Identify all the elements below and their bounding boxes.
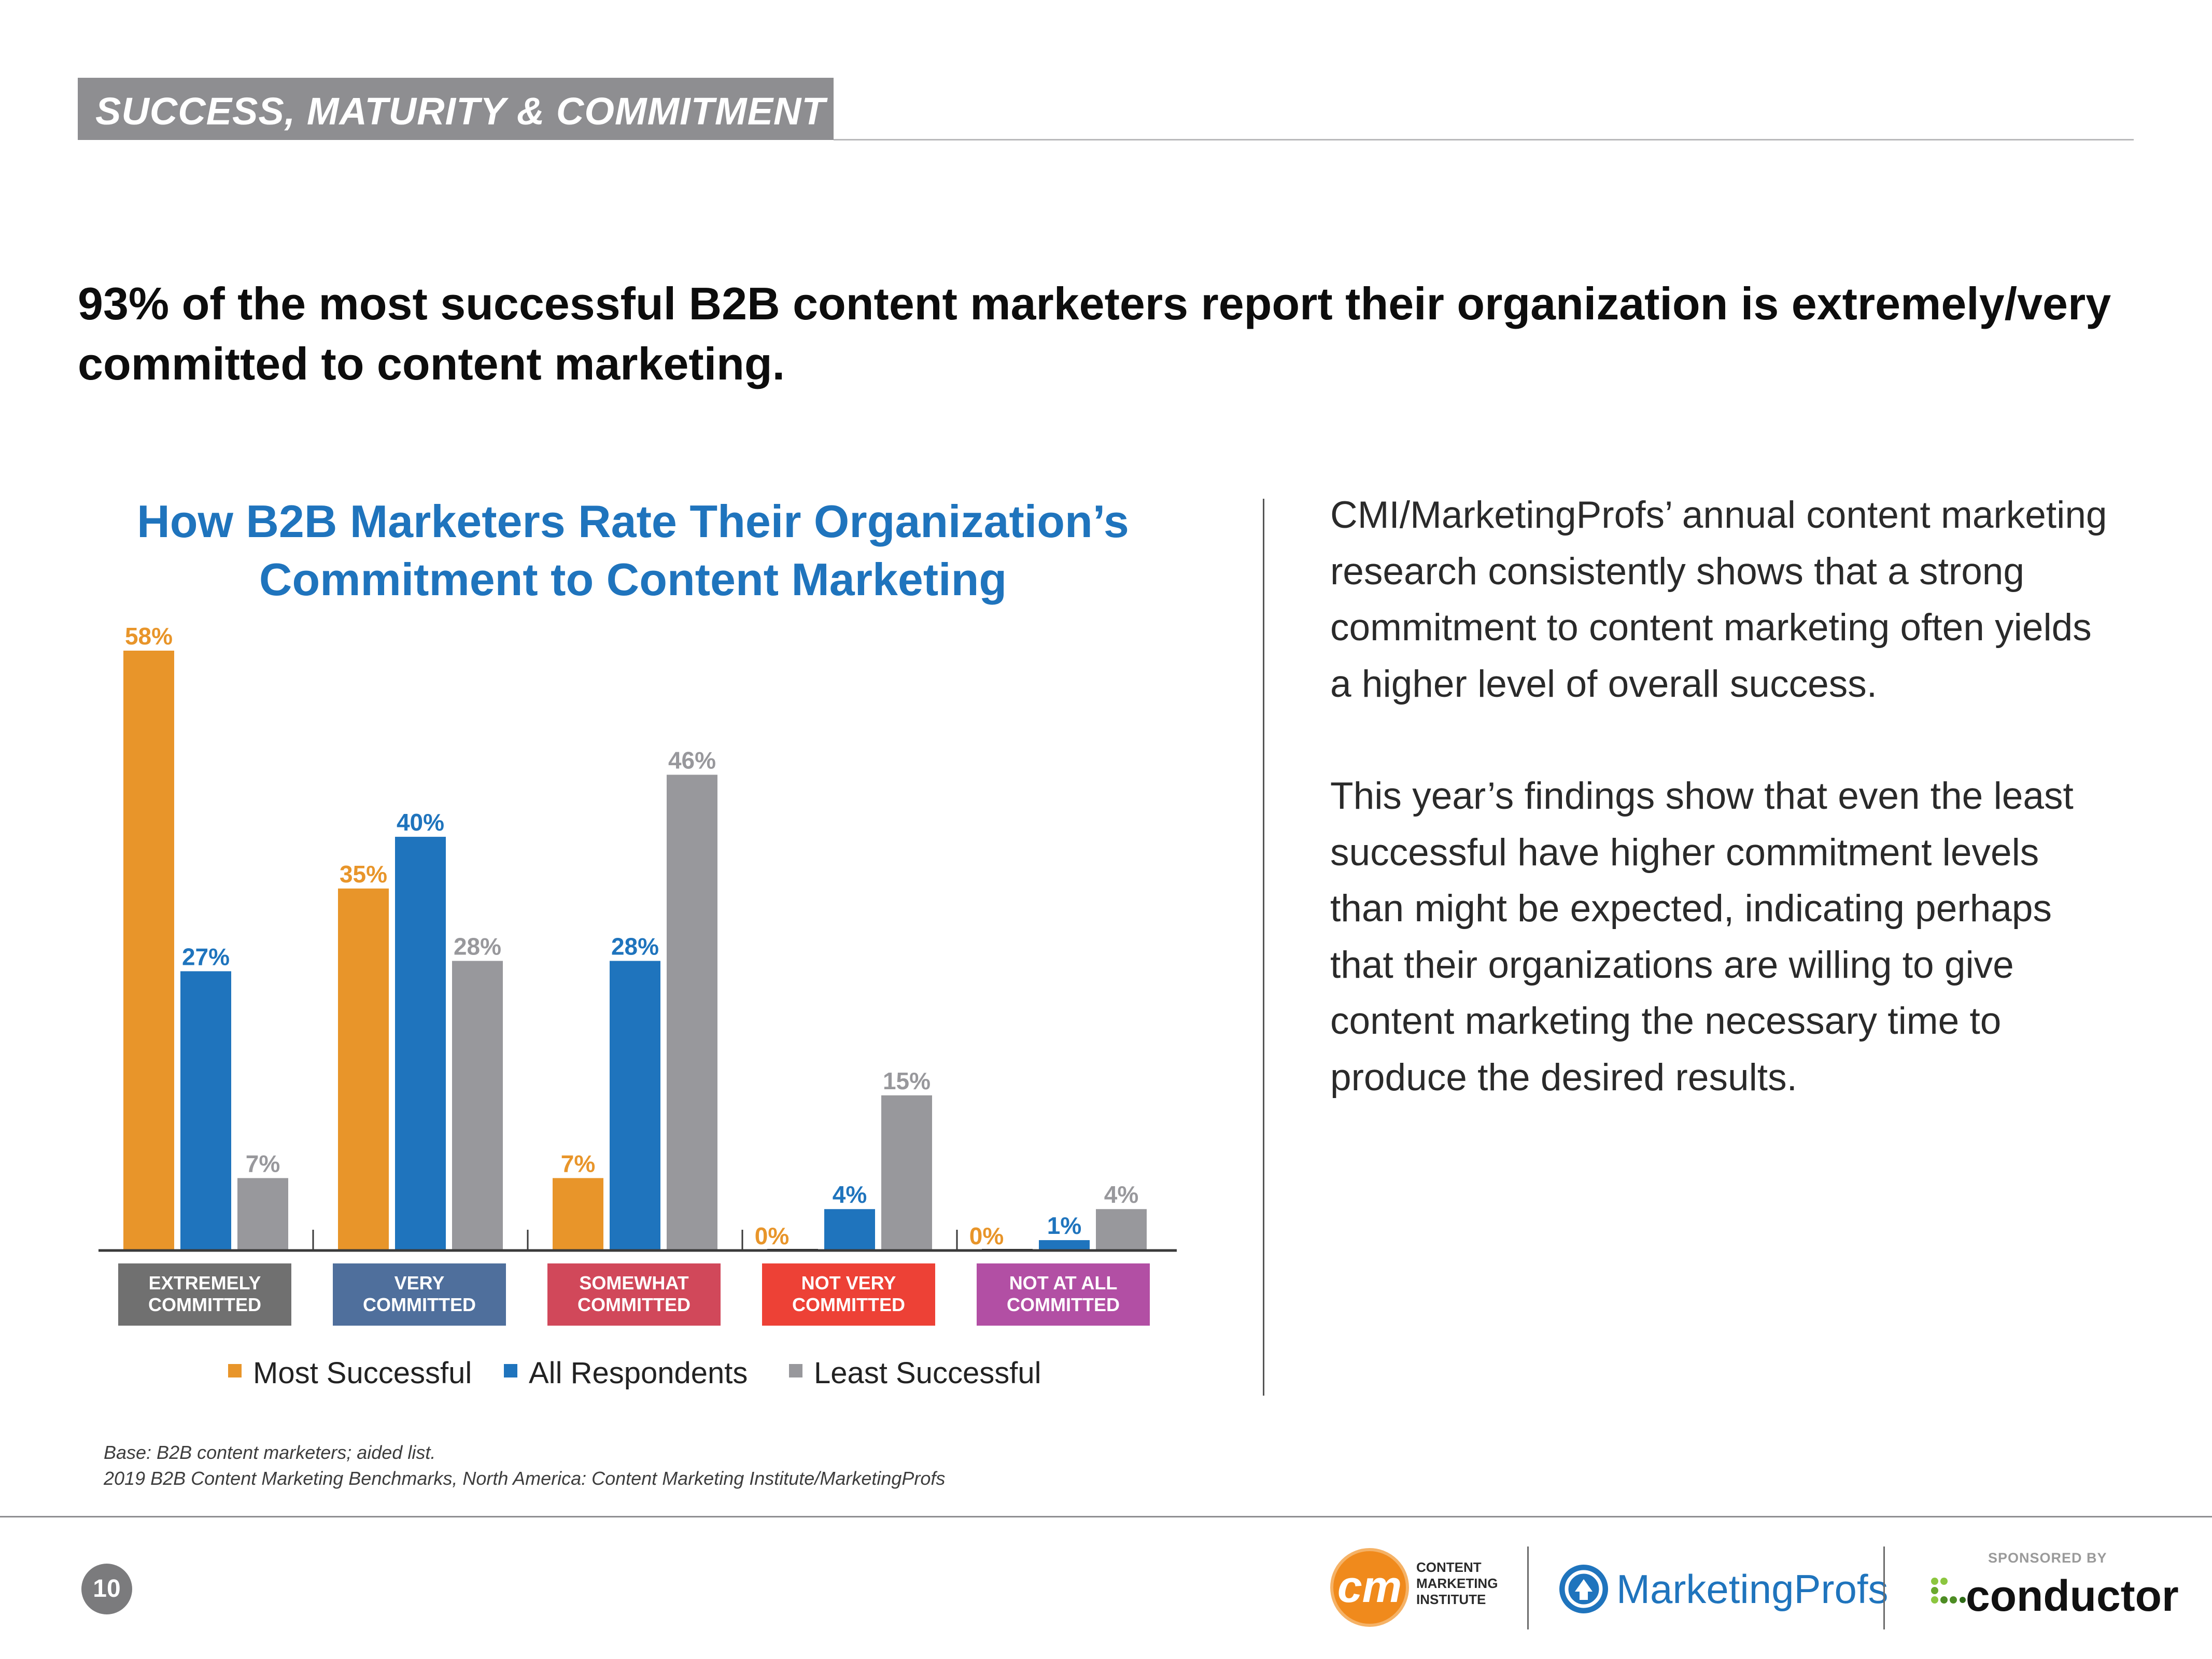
marketingprofs-text: MarketingProfs (1616, 1566, 1889, 1612)
ticks-layer (312, 1230, 958, 1250)
data-label: 28% (454, 933, 501, 960)
conductor-text: conductor (1966, 1571, 2179, 1620)
data-label: 35% (340, 861, 387, 888)
headline: 93% of the most successful B2B content m… (78, 278, 2111, 389)
chart-title: How B2B Marketers Rate Their Organizatio… (137, 496, 1129, 605)
conductor-dots-icon (1931, 1578, 1966, 1604)
category-label: COMMITTED (577, 1294, 691, 1315)
bar-least-successful-5 (1096, 1209, 1147, 1250)
category-label: NOT AT ALL (1009, 1272, 1118, 1294)
data-label: 58% (125, 623, 173, 650)
footnote-base: Base: B2B content marketers; aided list. (104, 1442, 436, 1463)
category-label: COMMITTED (792, 1294, 905, 1315)
category-badge (118, 1263, 291, 1326)
marketingprofs-icon (1559, 1565, 1608, 1613)
footnote-source: 2019 B2B Content Marketing Benchmarks, N… (104, 1468, 946, 1489)
data-label: 4% (1104, 1181, 1138, 1208)
data-label: 28% (611, 933, 659, 960)
bar-least-successful-1 (237, 1178, 288, 1250)
bar-most-successful-3 (553, 1178, 603, 1250)
category-badge (977, 1263, 1150, 1326)
bar-least-successful-2 (452, 961, 503, 1250)
logo-divider (1883, 1546, 1885, 1629)
section-tab: SUCCESS, MATURITY & COMMITMENT (78, 78, 834, 140)
data-label: 0% (755, 1222, 789, 1249)
category-label: COMMITTED (148, 1294, 261, 1315)
legend-swatch (228, 1364, 242, 1377)
paragraph-1: CMI/MarketingProfs’ annual content marke… (1330, 494, 2107, 705)
category-label: COMMITTED (1007, 1294, 1120, 1315)
legend-swatch (789, 1364, 802, 1377)
bar-all-respondents-4 (824, 1209, 875, 1250)
legend-swatch (504, 1364, 517, 1377)
bar-all-respondents-3 (610, 961, 660, 1250)
bar-least-successful-3 (667, 775, 717, 1250)
category-badge (547, 1263, 721, 1326)
data-label: 4% (833, 1181, 867, 1208)
data-label: 1% (1047, 1212, 1081, 1239)
category-label: EXTREMELY (149, 1272, 261, 1294)
data-label: 46% (668, 747, 716, 774)
legend-label: Most Successful (253, 1356, 472, 1390)
page-number: 10 (81, 1564, 132, 1614)
legend: Most Successful All Respondents Least Succ… (228, 1356, 1041, 1390)
category-badge (762, 1263, 935, 1326)
bar-most-successful-2 (338, 888, 389, 1250)
cmi-text-line-2: MARKETING (1416, 1576, 1498, 1591)
cmi-logo-text: CONTENT MARKETING INSTITUTE (1416, 1559, 1498, 1608)
category-badge (333, 1263, 506, 1326)
category-label: SOMEWHAT (579, 1272, 688, 1294)
bar-chart: 58% 27% 7% 35% 40% 28% 7% 28% 46% 0% 4% 15% 0% 1% 4% E… (98, 623, 1177, 1390)
bar-all-respondents-2 (395, 837, 446, 1250)
data-label: 7% (246, 1150, 280, 1177)
legend-label: All Respondents (529, 1356, 748, 1390)
logo-divider (1527, 1546, 1529, 1629)
bars-layer: 58% 27% 7% 35% 40% 28% 7% 28% 46% 0% 4% 15% 0% 1% 4% (123, 623, 1147, 1250)
section-title: SUCCESS, MATURITY & COMMITMENT (95, 90, 826, 133)
categories-layer: EXTREMELYCOMMITTEDVERYCOMMITTEDSOMEWHATC… (118, 1263, 1150, 1326)
data-label: 15% (883, 1067, 931, 1094)
category-label: VERY (395, 1272, 445, 1294)
data-label: 0% (969, 1222, 1004, 1249)
bar-least-successful-4 (881, 1095, 932, 1250)
conductor-logo[interactable]: conductor (1929, 1571, 2179, 1628)
category-label: COMMITTED (363, 1294, 476, 1315)
cmi-logo-icon: cm (1330, 1548, 1409, 1627)
marketingprofs-logo[interactable]: MarketingProfs (1559, 1565, 1889, 1616)
cmi-logo[interactable]: cm CONTENT MARKETING INSTITUTE (1330, 1548, 1498, 1629)
cmi-text-line-1: CONTENT (1416, 1559, 1482, 1575)
header-rule (834, 139, 2134, 140)
data-label: 27% (182, 943, 230, 970)
legend-label: Least Successful (814, 1356, 1041, 1390)
body-text: CMI/MarketingProfs’ annual content marke… (1330, 487, 2108, 1162)
bar-most-successful-1 (123, 651, 174, 1250)
paragraph-2: This year’s findings show that even the … (1330, 775, 2074, 1099)
footnote: Base: B2B content marketers; aided list.… (104, 1440, 945, 1492)
cmi-text-line-3: INSTITUTE (1416, 1592, 1486, 1607)
column-divider (1263, 499, 1264, 1396)
footer-rule (0, 1516, 2212, 1517)
data-label: 40% (397, 809, 444, 836)
sponsored-by-label: SPONSORED BY (1988, 1550, 2107, 1566)
data-label: 7% (561, 1150, 595, 1177)
category-label: NOT VERY (801, 1272, 896, 1294)
bar-all-respondents-1 (180, 971, 231, 1250)
bar-all-respondents-5 (1039, 1240, 1090, 1250)
